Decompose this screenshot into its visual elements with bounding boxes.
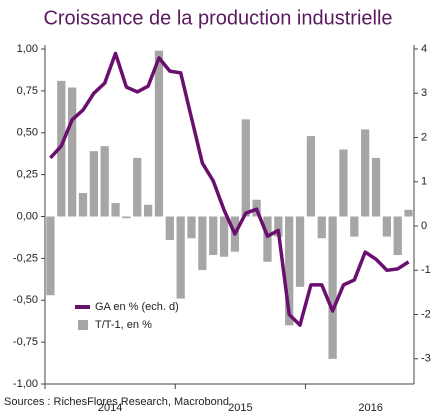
- bar: [57, 80, 66, 217]
- legend-label: GA en % (ech. d): [95, 301, 179, 313]
- bar: [382, 216, 391, 237]
- y-tick-label: 1,00: [17, 43, 38, 55]
- legend-swatch: [78, 320, 88, 330]
- y2-tick-label: 2: [421, 131, 427, 143]
- bar: [306, 136, 316, 217]
- bar: [78, 193, 88, 217]
- bar: [143, 204, 153, 217]
- bar: [187, 216, 196, 239]
- y-tick-label: 0,00: [17, 210, 38, 222]
- bar: [328, 216, 337, 359]
- y-tick-label: -1,00: [13, 378, 38, 390]
- x-tick-label: 2016: [358, 402, 382, 412]
- source: Sources : RichesFlores Research, Macrobo…: [4, 396, 229, 408]
- chart-title: Croissance de la production industrielle: [43, 7, 392, 29]
- bar: [100, 146, 109, 217]
- y2-tick-label: 1: [421, 176, 427, 188]
- bar: [46, 216, 55, 296]
- bar: [371, 157, 381, 217]
- bar: [285, 216, 294, 326]
- bar: [68, 87, 77, 217]
- bar: [274, 216, 283, 237]
- bar: [219, 216, 229, 257]
- y-tick-label: -0,25: [13, 252, 38, 264]
- bar: [404, 209, 413, 217]
- y2-tick-label: -3: [421, 353, 431, 365]
- y2-tick-label: 0: [421, 220, 427, 232]
- bar: [361, 129, 370, 217]
- y-tick-label: 0,25: [17, 169, 38, 181]
- y2-tick-label: -1: [421, 264, 431, 276]
- bar: [393, 216, 402, 256]
- bar: [350, 216, 359, 237]
- legend-label: T/T-1, en %: [95, 319, 152, 331]
- bar: [133, 157, 142, 217]
- bar: [198, 216, 207, 271]
- bar: [209, 216, 218, 256]
- bar: [111, 203, 120, 217]
- bar: [317, 216, 326, 239]
- bar: [263, 216, 272, 262]
- bar: [122, 216, 131, 219]
- y-tick-label: 0,50: [17, 127, 38, 139]
- bar: [89, 151, 98, 217]
- x-tick-label: 2015: [228, 402, 252, 412]
- bar: [165, 216, 174, 240]
- bar: [176, 216, 185, 299]
- y-tick-label: -0,75: [13, 336, 38, 348]
- y2-tick-label: 3: [421, 87, 427, 99]
- bar: [295, 216, 305, 287]
- bar: [154, 50, 164, 217]
- bar: [339, 149, 348, 217]
- y-tick-label: 0,75: [17, 85, 38, 97]
- y2-tick-label: -2: [421, 308, 431, 320]
- y2-tick-label: 4: [421, 43, 427, 55]
- y-tick-label: -0,50: [13, 294, 38, 306]
- bar: [241, 119, 250, 217]
- line: [49, 51, 410, 327]
- x-tick-label: 2014: [98, 402, 122, 412]
